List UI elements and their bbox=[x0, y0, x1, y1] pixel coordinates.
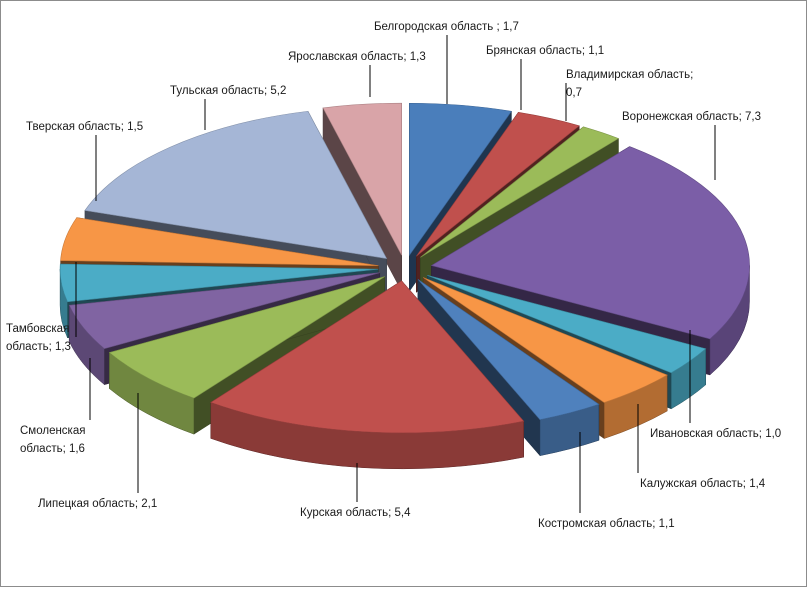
slice-8-top bbox=[210, 280, 525, 434]
data-label-1: Белгородская область ; 1,7 bbox=[374, 21, 519, 33]
data-label-14: Ярославская область; 1,3 bbox=[288, 51, 426, 63]
data-label-6: Калужская область; 1,4 bbox=[640, 478, 766, 490]
slice-3-top bbox=[420, 126, 620, 258]
data-label-12: Тверская область; 1,5 bbox=[26, 121, 143, 133]
data-label-10: Смоленская область; 1,6 bbox=[20, 425, 85, 455]
data-label-13: Тульская область; 5,2 bbox=[170, 85, 286, 97]
slice-1-top bbox=[409, 102, 512, 257]
slice-11-top bbox=[59, 263, 379, 303]
slice-9-top bbox=[108, 276, 385, 399]
slice-12-top bbox=[60, 217, 379, 267]
data-label-2: Брянская область; 1,1 bbox=[486, 45, 604, 57]
slice-2-top bbox=[416, 111, 580, 257]
data-label-4: Воронежская область; 7,3 bbox=[622, 111, 761, 123]
data-label-3: Владимирская область; 0,7 bbox=[566, 69, 693, 99]
data-label-9: Липецкая область; 2,1 bbox=[38, 498, 157, 510]
slice-14-top bbox=[322, 102, 402, 256]
slice-10-top bbox=[68, 272, 380, 350]
data-label-7: Костромская область; 1,1 bbox=[538, 518, 675, 530]
slice-13-top bbox=[84, 110, 388, 259]
data-label-11: Тамбовская область; 1,3 bbox=[6, 323, 71, 353]
slice-4-top bbox=[430, 146, 750, 340]
data-label-8: Курская область; 5,4 bbox=[300, 507, 411, 519]
data-label-5: Ивановская область; 1,0 bbox=[650, 428, 781, 440]
slice-7-top bbox=[417, 279, 600, 421]
slice-6-top bbox=[423, 277, 668, 403]
